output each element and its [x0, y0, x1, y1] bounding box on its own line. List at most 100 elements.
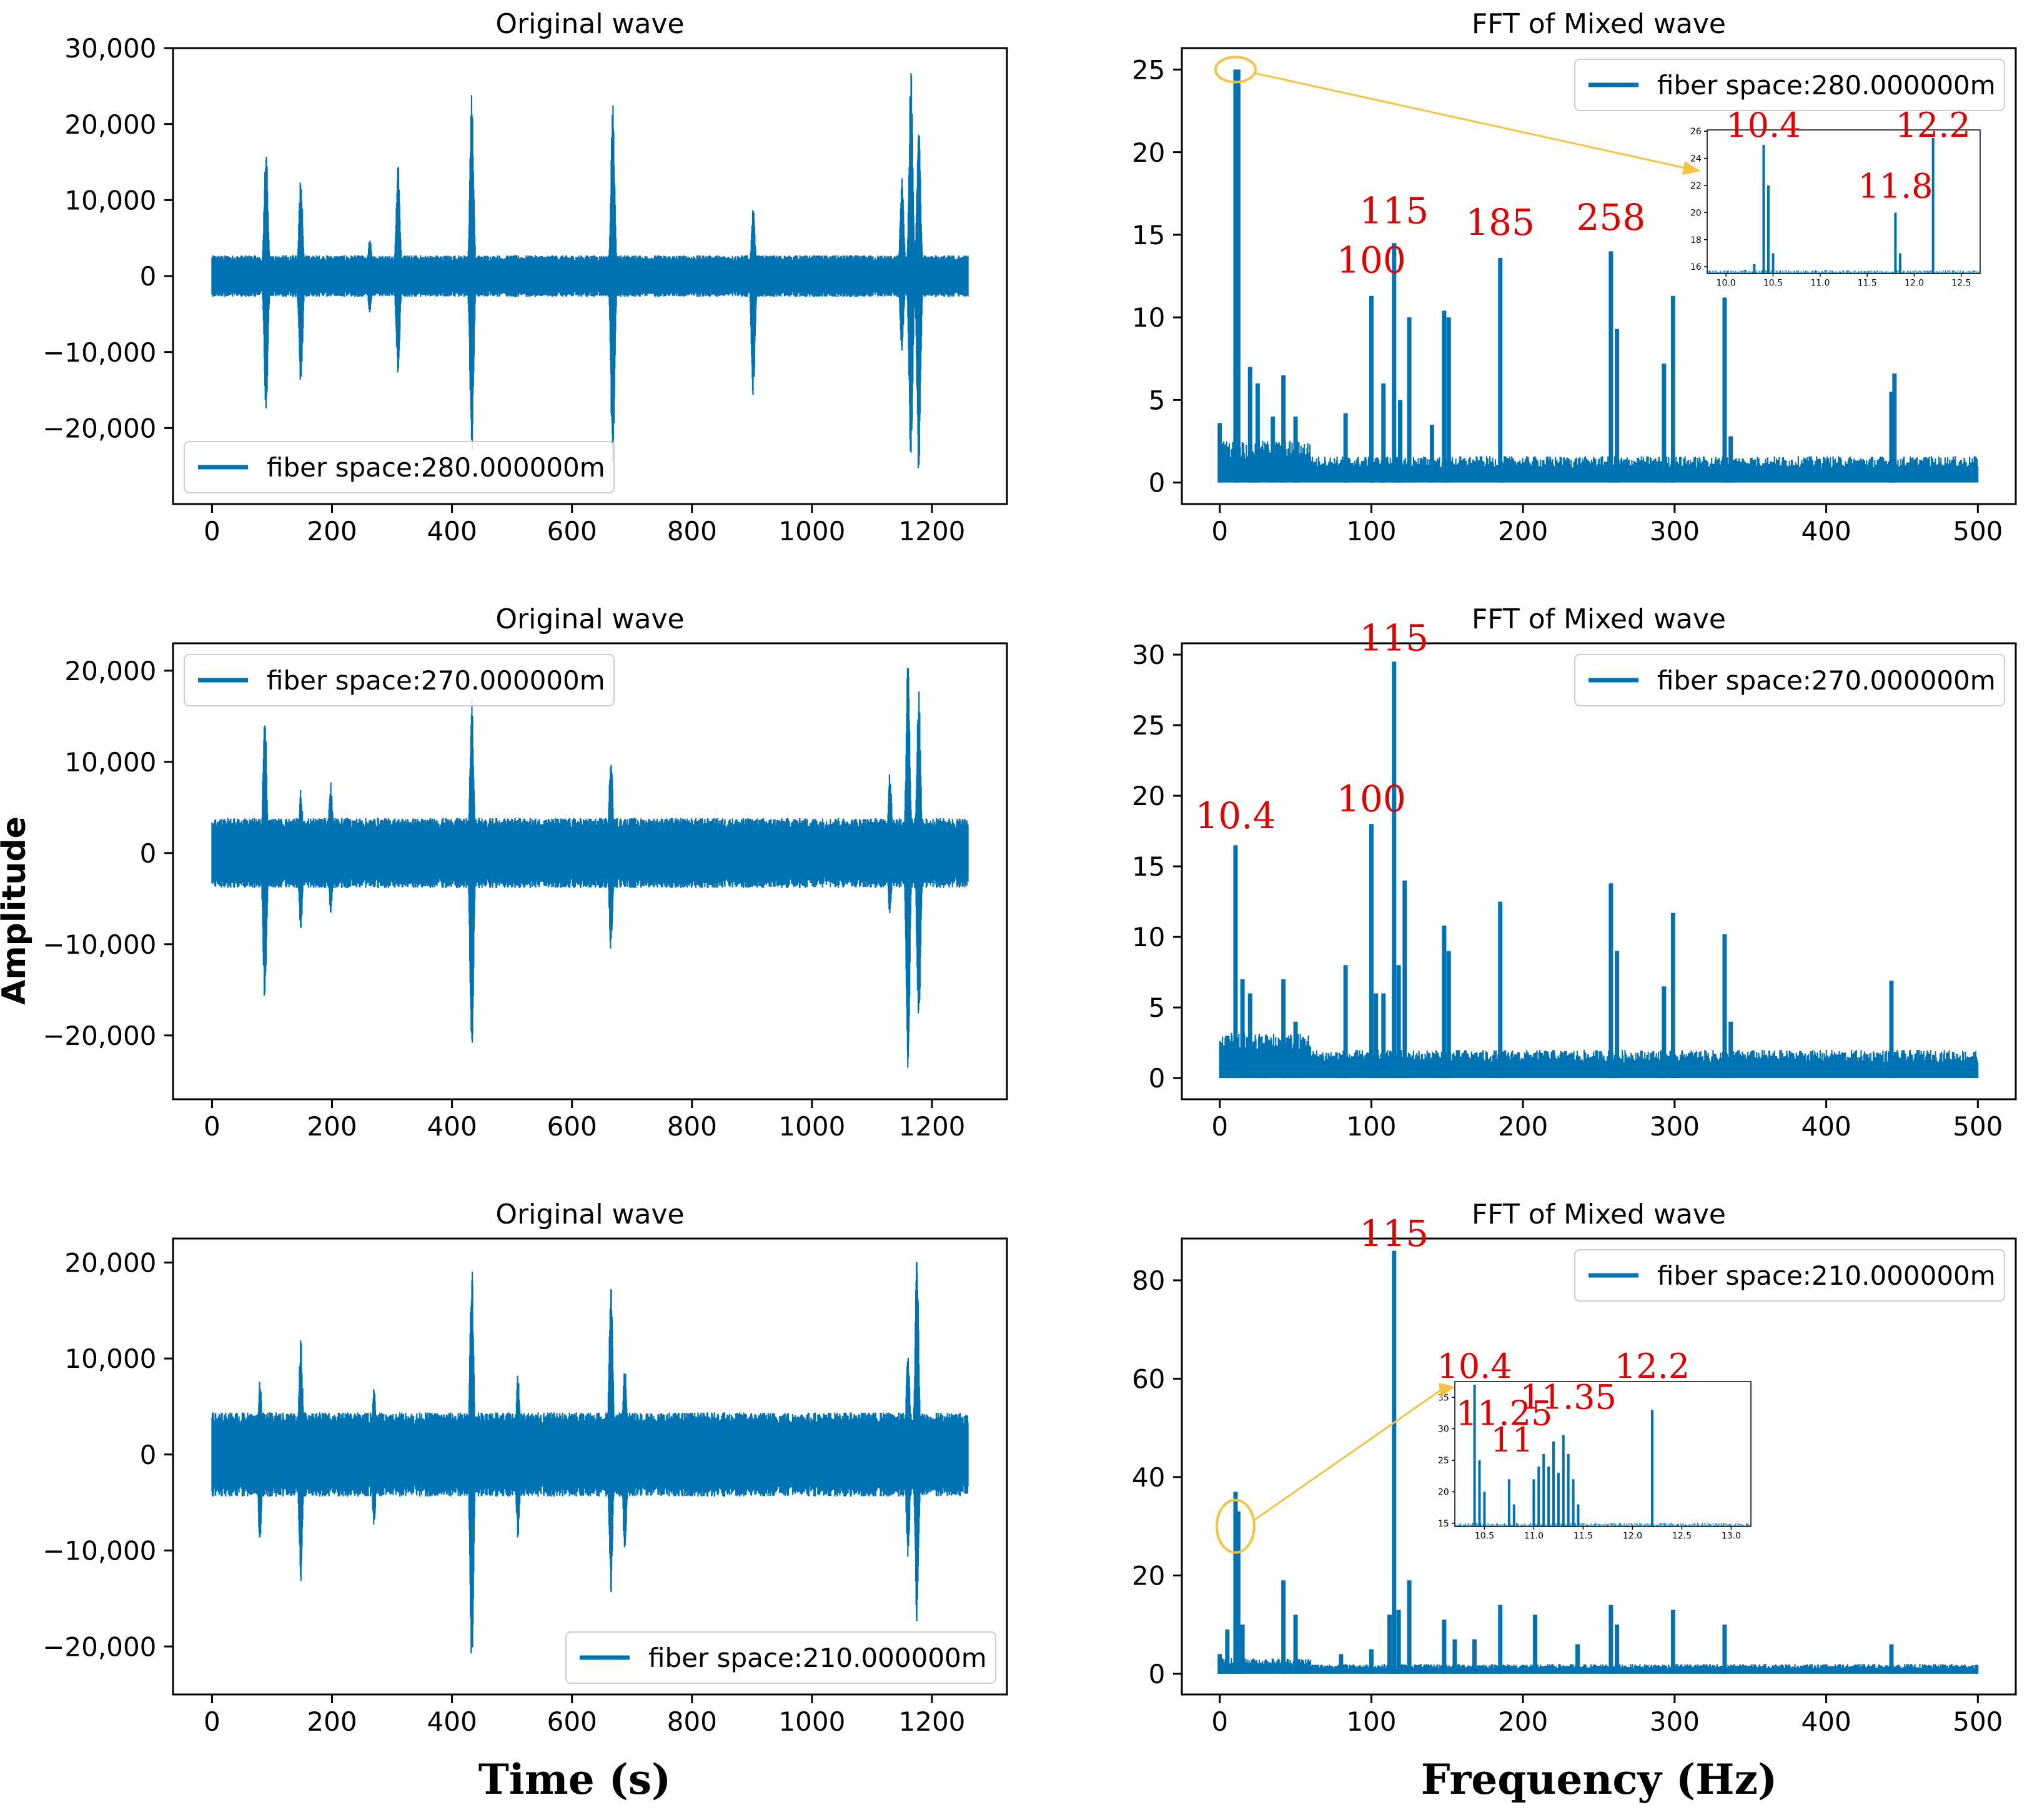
x-tick-label: 12.5	[1672, 1531, 1692, 1541]
x-tick-label: 200	[1498, 516, 1548, 546]
chart-title: Original wave	[495, 1199, 684, 1230]
inset-frame	[1454, 1381, 1752, 1527]
x-tick-label: 400	[427, 1706, 477, 1737]
y-tick-label: −20,000	[42, 1631, 156, 1662]
legend: fiber space:210.000000m	[1574, 1249, 2005, 1302]
y-tick-label: −10,000	[42, 929, 156, 960]
inset-background	[1455, 1382, 1751, 1526]
y-tick-label: 22	[1690, 181, 1702, 191]
legend-frame	[565, 1631, 996, 1684]
x-tick-label: 12.0	[1623, 1531, 1642, 1541]
chart-panel-1: Original wave 0 200 400 600 800 1000 1200 −20,00…	[42, 8, 1008, 546]
x-tick-label: 11.5	[1574, 1531, 1593, 1541]
y-tick-label: 5	[1149, 385, 1166, 415]
plot-area	[1217, 1250, 1979, 1674]
y-tick-label: 10,000	[64, 1343, 156, 1374]
peak-annotation: 258	[1577, 196, 1646, 239]
x-tick-label: 12.0	[1905, 279, 1924, 289]
legend: fiber space:210.000000m	[565, 1631, 996, 1684]
highlight-arrow	[1254, 1388, 1443, 1521]
x-tick-label: 0	[1211, 1706, 1228, 1737]
highlight-arrow	[1255, 72, 1689, 170]
chart-title: FFT of Mixed wave	[1472, 1199, 1726, 1230]
x-tick-label: 800	[667, 516, 717, 546]
inset-background	[1707, 130, 1980, 274]
x-tick-label: 400	[427, 516, 477, 546]
y-tick-label: −20,000	[42, 1021, 156, 1051]
x-tick-label: 400	[1802, 1706, 1851, 1737]
inset-noise	[1707, 270, 1980, 274]
inset-peak-annotation: 12.2	[1896, 106, 1971, 145]
x-tick-label: 0	[204, 1111, 221, 1142]
y-tick-label: 15	[1132, 220, 1165, 250]
y-tick-label: 10	[1132, 922, 1165, 952]
inset-plot-area	[1455, 1385, 1750, 1526]
inset-peak-annotation: 11.25	[1456, 1394, 1553, 1433]
x-tick-label: 200	[1498, 1706, 1548, 1737]
legend-label: fiber space:210.000000m	[1657, 1260, 1996, 1291]
legend-frame	[1574, 59, 2005, 111]
y-tick-label: 20	[1690, 208, 1702, 218]
axes-frame	[1181, 47, 2017, 505]
x-tick-label: 500	[1953, 1111, 2003, 1142]
x-tick-label: 1000	[778, 516, 845, 546]
inset-plot-area	[1707, 138, 1980, 274]
legend: fiber space:270.000000m	[184, 654, 615, 706]
x-tick-label: 11.0	[1524, 1531, 1544, 1541]
waveform-series	[211, 73, 969, 468]
y-tick-label: 20,000	[64, 1248, 156, 1278]
y-tick-label: 24	[1690, 154, 1702, 164]
y-tick-label: 30	[1438, 1425, 1449, 1435]
legend: fiber space:270.000000m	[1574, 654, 2005, 706]
chart-title: FFT of Mixed wave	[1472, 603, 1726, 635]
legend-label: fiber space:270.000000m	[1657, 665, 1996, 696]
y-tick-label: 20	[1132, 1561, 1165, 1591]
y-tick-label: 0	[1149, 1063, 1166, 1094]
y-tick-label: 0	[140, 261, 157, 292]
x-tick-label: 200	[1498, 1111, 1548, 1142]
x-tick-label: 100	[1346, 516, 1396, 546]
y-tick-label: 15	[1132, 851, 1165, 882]
chart-panel-6: FFT of Mixed wave 0 100 200 300 400 500 0 20 40 60…	[1132, 1199, 2017, 1737]
plot-area	[211, 73, 969, 468]
x-tick-label: 200	[307, 1706, 357, 1737]
inset-peak-annotation: 11	[1490, 1420, 1534, 1460]
y-tick-label: 26	[1690, 127, 1702, 137]
x-tick-label: 400	[1802, 516, 1851, 546]
legend-frame	[184, 654, 615, 706]
y-tick-label: 80	[1132, 1265, 1165, 1296]
peak-annotation: 100	[1337, 239, 1406, 282]
axes-frame	[172, 642, 1008, 1100]
y-tick-label: 20	[1438, 1488, 1449, 1498]
x-tick-label: 600	[547, 1706, 597, 1737]
x-tick-label: 1200	[899, 516, 966, 546]
legend: fiber space:280.000000m	[1574, 59, 2005, 111]
y-tick-label: 0	[1149, 1659, 1166, 1689]
y-tick-label: 10,000	[64, 747, 156, 778]
x-tick-label: 12.5	[1951, 279, 1971, 289]
axes-frame	[172, 1237, 1008, 1696]
x-tick-label: 300	[1650, 516, 1700, 546]
highlight-ellipse	[1214, 56, 1257, 84]
y-tick-label: 0	[1149, 468, 1166, 498]
x-tick-label: 400	[427, 1111, 477, 1142]
x-tick-label: 1200	[899, 1706, 966, 1737]
x-tick-label: 1000	[778, 1706, 845, 1737]
y-tick-label: 20	[1132, 137, 1165, 168]
inset-peak-annotation: 11.35	[1520, 1377, 1617, 1417]
plot-area	[211, 668, 969, 1068]
y-tick-label: 25	[1132, 55, 1165, 86]
y-tick-label: 15	[1438, 1519, 1449, 1529]
peak-annotation: 10.4	[1195, 794, 1276, 837]
chart-title: FFT of Mixed wave	[1472, 8, 1726, 40]
chart-panel-5: Original wave 0 200 400 600 800 1000 1200 −20,00…	[42, 1199, 1008, 1737]
y-tick-label: 40	[1132, 1462, 1165, 1493]
x-tick-label: 300	[1650, 1706, 1700, 1737]
x-tick-label: 11.0	[1810, 279, 1830, 289]
legend-frame	[1574, 1249, 2005, 1302]
x-tick-label: 500	[1953, 1706, 2003, 1737]
x-tick-label: 300	[1650, 1111, 1700, 1142]
y-tick-label: 20,000	[64, 109, 156, 140]
